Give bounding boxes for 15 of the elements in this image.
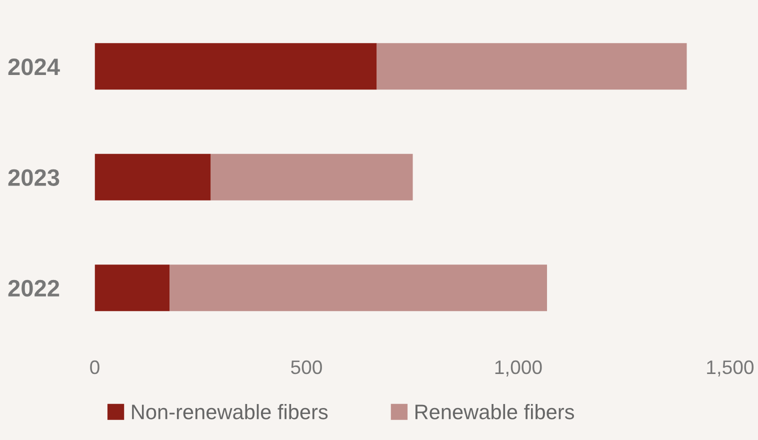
y-tick-label: 2024 [8, 58, 60, 76]
legend-label: Renewable fibers [416, 404, 574, 420]
x-tick-label: 500 [291, 360, 322, 374]
legend-label: Non-renewable fibers [132, 404, 328, 420]
bar [94, 264, 170, 312]
bar [170, 264, 548, 312]
y-tick-label: 2023 [8, 169, 60, 186]
bar [376, 43, 687, 90]
x-tick-label: 1,500 [707, 360, 754, 376]
bar [94, 43, 377, 90]
bar [210, 154, 413, 200]
y-tick-label: 2022 [8, 280, 60, 297]
x-tick-label: 0 [90, 360, 100, 374]
bar [94, 154, 211, 200]
x-tick-label: 1,000 [495, 360, 542, 376]
